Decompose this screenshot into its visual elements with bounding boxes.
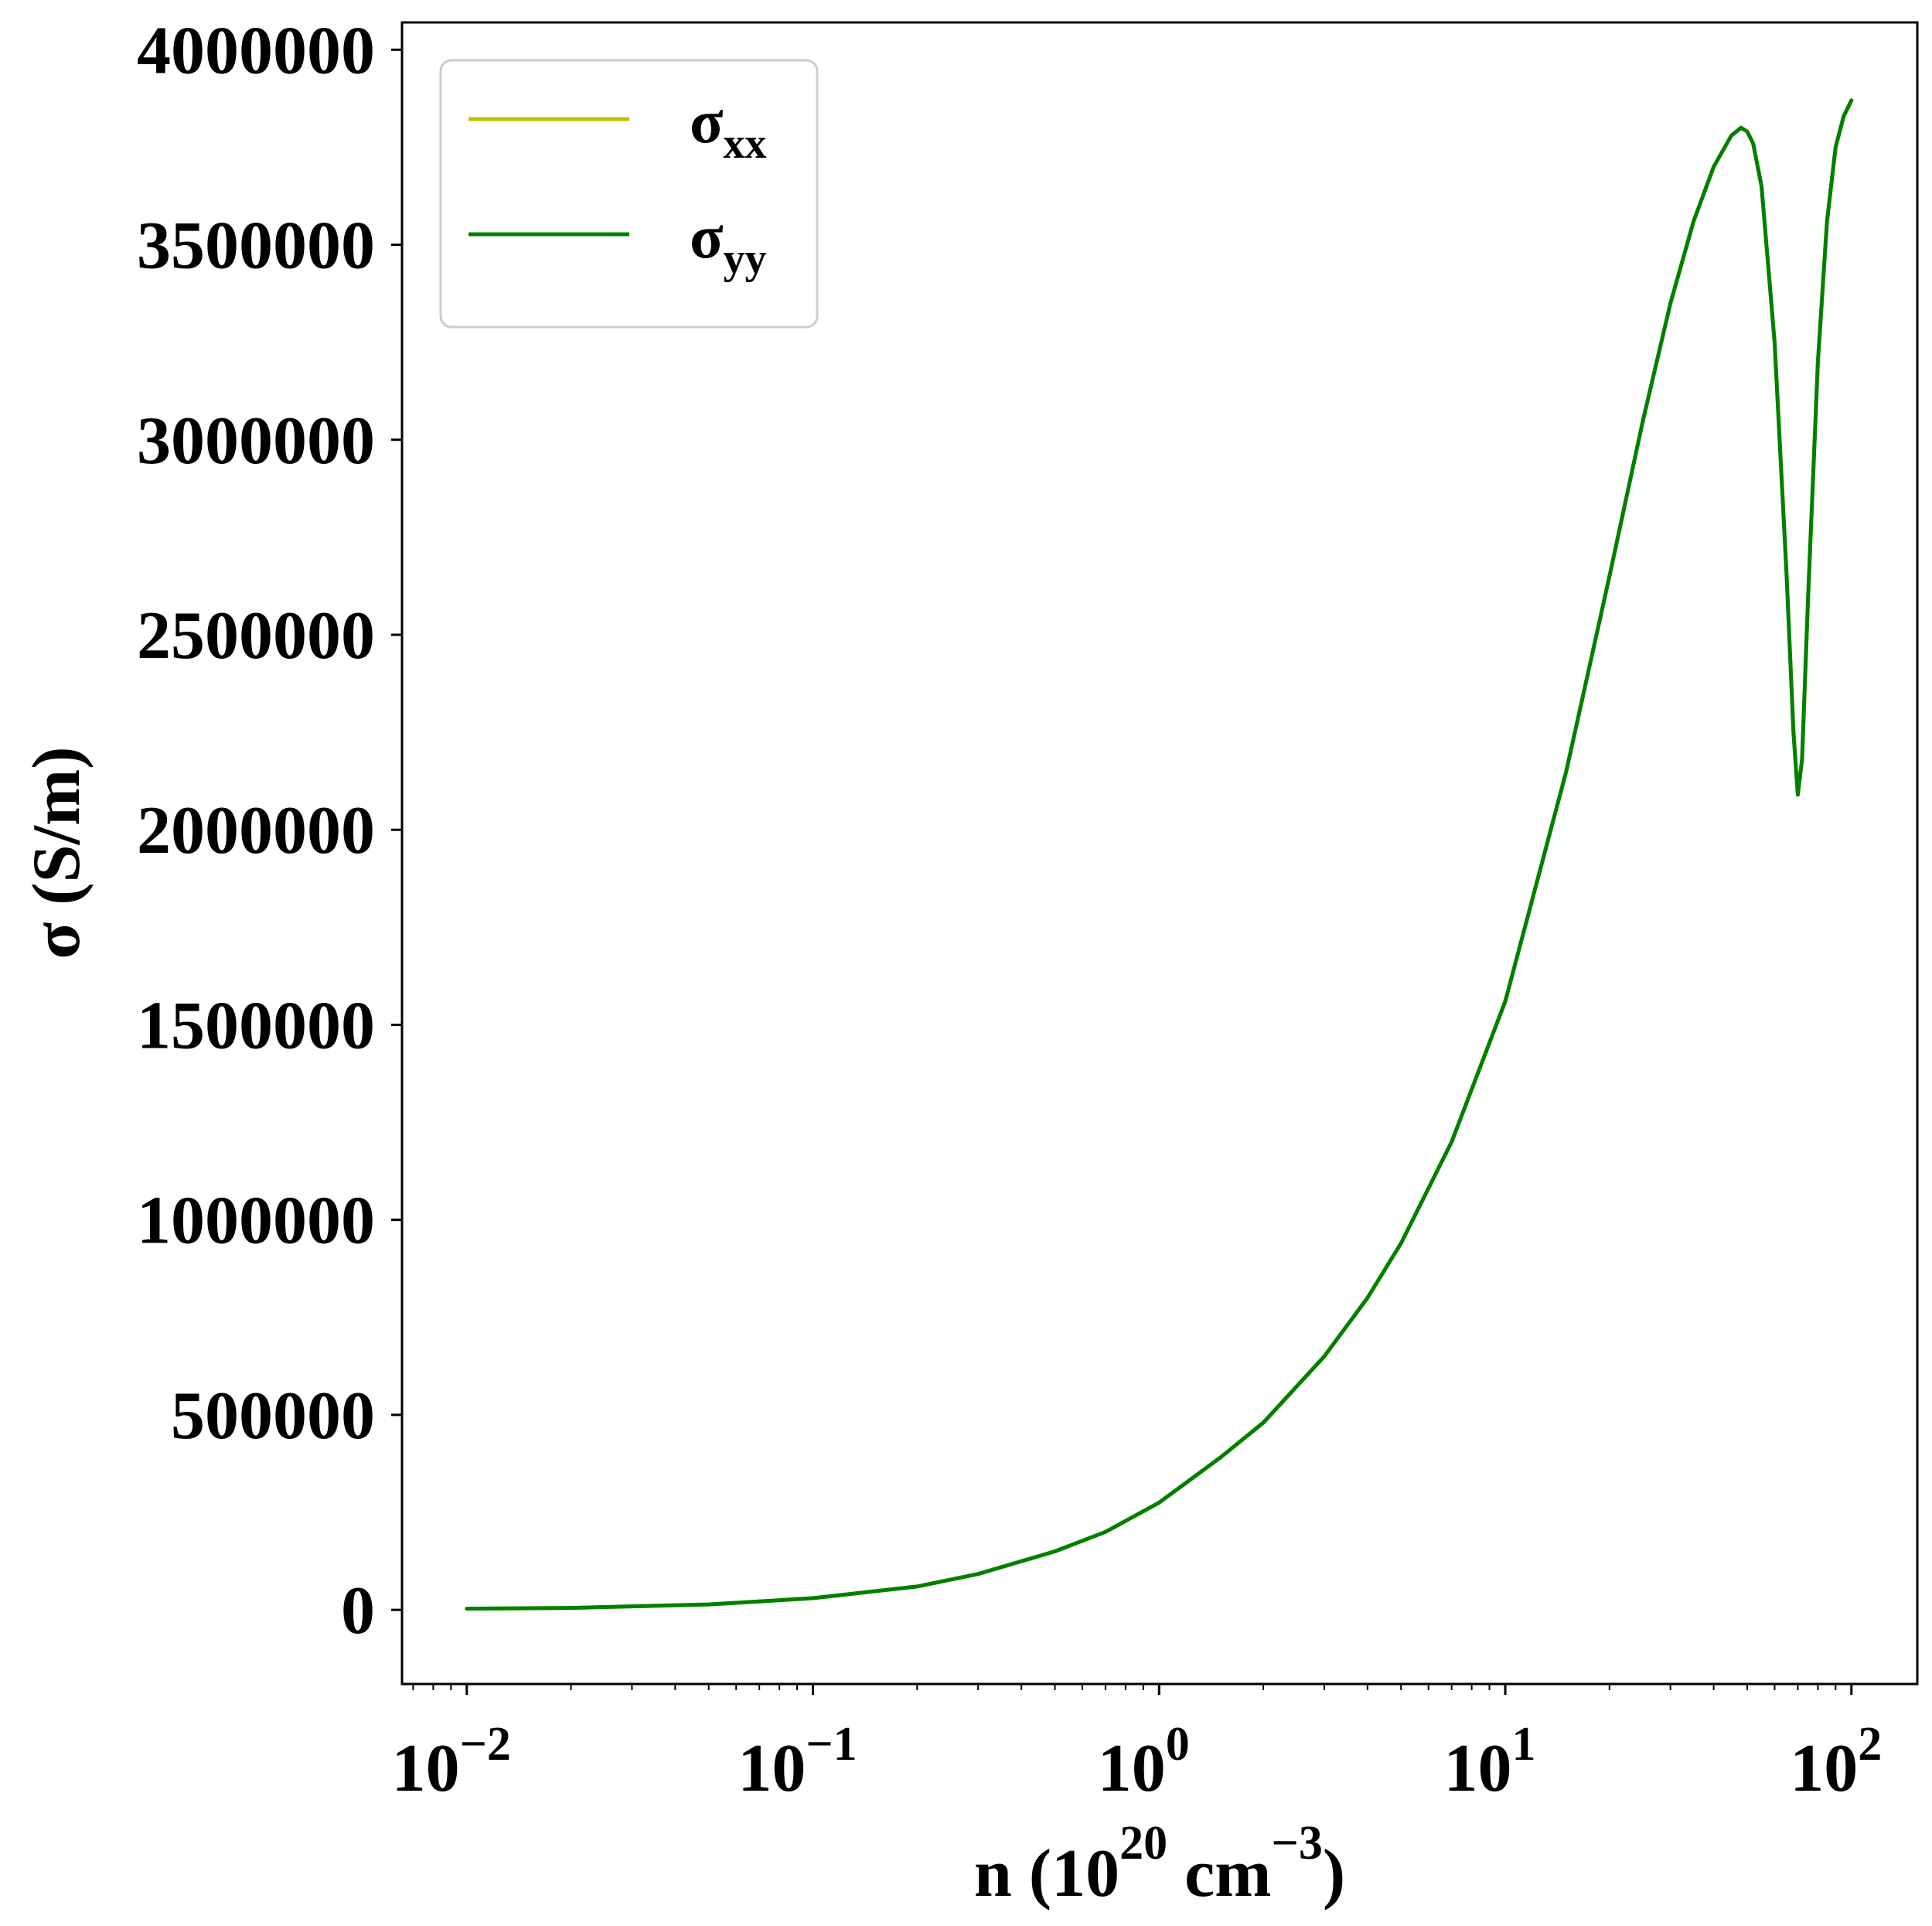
x-tick-label-exponent: −1 — [806, 1718, 857, 1771]
x-axis-label-sup2: −3 — [1271, 1817, 1322, 1870]
x-axis-label-sup1: 20 — [1119, 1817, 1167, 1870]
y-tick-label: 1500000 — [137, 988, 375, 1063]
legend: σxx σyy — [439, 59, 819, 329]
y-axis-label: σ (S/m) — [19, 746, 94, 959]
x-axis-label-end: ) — [1323, 1836, 1345, 1911]
y-tick-label: 1000000 — [137, 1184, 375, 1259]
x-tick-label-base: 10 — [1098, 1731, 1166, 1806]
y-tick-label: 3000000 — [137, 404, 375, 479]
series-line-yy — [465, 98, 1854, 1611]
x-tick-label: 101 — [1444, 1718, 1536, 1806]
x-axis-label-base: n (10 — [974, 1836, 1119, 1911]
x-axis-label-mid: cm — [1167, 1836, 1271, 1911]
legend-label-sigma-yy: σyy — [690, 203, 767, 283]
x-tick-label-exponent: −2 — [460, 1718, 511, 1771]
y-tick-label: 4000000 — [137, 13, 375, 88]
legend-label-sigma-xx-sub: xx — [724, 120, 767, 168]
legend-label-sigma-xx-main: σ — [690, 88, 724, 156]
x-tick-label-base: 10 — [1444, 1731, 1512, 1806]
y-tick-label: 0 — [341, 1573, 375, 1648]
legend-label-sigma-yy-sub: yy — [724, 235, 767, 283]
legend-box — [439, 59, 819, 329]
y-tick-label: 500000 — [171, 1379, 375, 1454]
plot-content — [465, 98, 1854, 1611]
x-axis-label: n (1020 cm−3) — [974, 1817, 1345, 1911]
y-tick-label: 3500000 — [137, 209, 375, 284]
x-axis-ticks: 10−2 10−1 100 101 102 — [392, 1684, 1882, 1806]
x-tick-label-exponent: 0 — [1166, 1718, 1190, 1771]
x-tick-label: 10−2 — [392, 1718, 511, 1806]
y-tick-label: 2500000 — [137, 598, 375, 673]
legend-label-sigma-yy-main: σ — [690, 203, 724, 271]
y-axis-ticks: 0 500000 1000000 1500000 2000000 2500000 30000… — [137, 13, 402, 1648]
x-tick-label-base: 10 — [738, 1731, 806, 1806]
x-tick-label-exponent: 2 — [1858, 1718, 1882, 1771]
x-tick-label-base: 10 — [1790, 1731, 1858, 1806]
legend-label-sigma-xx: σxx — [690, 88, 767, 168]
x-tick-label: 10−1 — [738, 1718, 857, 1806]
x-tick-label: 102 — [1790, 1718, 1882, 1806]
x-tick-label-exponent: 1 — [1512, 1718, 1536, 1771]
y-tick-label: 2000000 — [137, 793, 375, 868]
x-tick-label: 100 — [1098, 1718, 1190, 1806]
x-tick-label-base: 10 — [392, 1731, 460, 1806]
